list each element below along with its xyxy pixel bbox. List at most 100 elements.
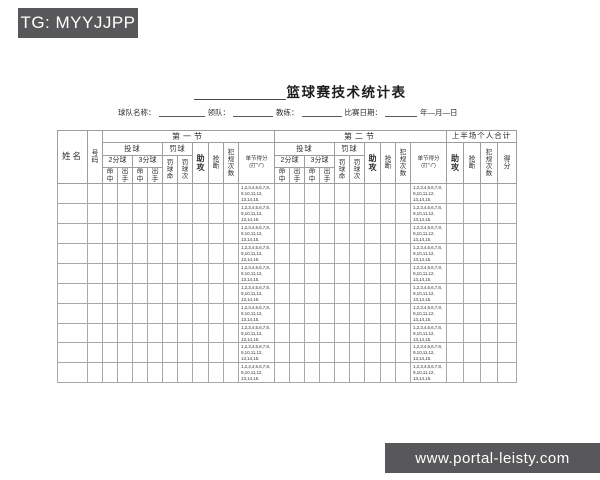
stat-cell [395, 322, 411, 344]
header-row-groups: 投球 罚球 助攻 抢断 犯规次数 单节得分 (打"√") 投球 罚球 助攻 抢断… [58, 141, 517, 185]
stat-cell [208, 203, 224, 225]
quarter-score-title: 单节得分 [417, 156, 440, 163]
player-row: 1,2,3,4,5,6,7,8, 9,10,11,12, 13,14,15. 1,… [57, 362, 517, 384]
header-fouls-q2: 犯规次数 [395, 141, 411, 185]
stat-cell [192, 223, 209, 244]
stat-cell [274, 362, 290, 384]
stat-cell [177, 242, 193, 264]
stat-cell [349, 262, 365, 284]
header-steals-q2: 抢断 [380, 141, 396, 185]
stat-cell [147, 342, 163, 364]
header-quarter-score-q2: 单节得分 (打"√") [410, 141, 447, 185]
stat-cell [480, 322, 498, 344]
stat-cell [334, 282, 350, 304]
stat-cell [304, 342, 320, 364]
stat-cell [349, 322, 365, 344]
stat-cell [87, 322, 103, 344]
stat-cell [289, 282, 305, 304]
stat-cell [480, 262, 498, 284]
stat-cell [87, 282, 103, 304]
stat-cell [132, 322, 148, 344]
stat-cell [319, 183, 335, 205]
stat-cell [192, 342, 209, 364]
stat-cell [117, 262, 133, 284]
stat-cell [304, 242, 320, 264]
stat-cell [446, 183, 464, 205]
header-made-3pt-q2: 命中 [304, 166, 320, 185]
stat-cell [102, 362, 118, 384]
stat-cell [463, 302, 481, 324]
header-3pt-q1: 3分球 [132, 155, 163, 168]
stat-cell [208, 223, 224, 244]
stat-cell [177, 342, 193, 364]
stat-cell [102, 262, 118, 284]
stat-cell [162, 342, 178, 364]
stat-cell [162, 362, 178, 384]
stat-cell [132, 302, 148, 324]
quarter-score-numbers: 1,2,3,4,5,6,7,8, 9,10,11,12, 13,14,15. [238, 322, 275, 344]
stat-cell [132, 183, 148, 205]
stat-cell [192, 362, 209, 384]
player-row: 1,2,3,4,5,6,7,8, 9,10,11,12, 13,14,15. 1,… [57, 262, 517, 284]
stat-cell [87, 262, 103, 284]
quarter-score-numbers: 1,2,3,4,5,6,7,8, 9,10,11,12, 13,14,15. [238, 203, 275, 225]
quarter-score-numbers: 1,2,3,4,5,6,7,8, 9,10,11,12, 13,14,15. [238, 362, 275, 384]
stat-cell [395, 302, 411, 324]
stat-cell [117, 282, 133, 304]
stat-cell [304, 262, 320, 284]
title-row: 篮球赛技术统计表 [0, 86, 600, 100]
header-made-3pt-q1: 命中 [132, 166, 148, 185]
stat-cell [480, 203, 498, 225]
stat-cell [480, 282, 498, 304]
stat-cell [349, 183, 365, 205]
header-quarter-2: 第二节 [274, 130, 447, 143]
quarter-score-numbers: 1,2,3,4,5,6,7,8, 9,10,11,12, 13,14,15. [238, 302, 275, 324]
header-fouls-q1: 犯规次数 [223, 141, 239, 185]
title-underline [193, 87, 286, 100]
page-title: 篮球赛技术统计表 [286, 85, 407, 100]
stat-cell [319, 242, 335, 264]
stat-cell [87, 183, 103, 205]
stat-cell [334, 203, 350, 225]
stat-cell [463, 223, 481, 244]
header-free-throw-q2: 罚球 [334, 142, 365, 156]
stat-cell [87, 223, 103, 244]
quarter-score-numbers: 1,2,3,4,5,6,7,8, 9,10,11,12, 13,14,15. [410, 203, 447, 225]
header-shooting-q2: 投球 [274, 142, 335, 156]
stat-cell [162, 322, 178, 344]
stat-cell [334, 223, 350, 244]
stat-cell [223, 302, 239, 324]
stat-cell [289, 203, 305, 225]
stat-cell [117, 342, 133, 364]
stat-cell [480, 183, 498, 205]
header-attempts-3pt-q2: 出手 [319, 166, 335, 185]
stat-cell [334, 342, 350, 364]
stat-cell [208, 302, 224, 324]
stat-cell [192, 242, 209, 264]
stat-cell [57, 203, 88, 225]
stat-cell [87, 302, 103, 324]
stat-cell [334, 262, 350, 284]
stat-cell [463, 262, 481, 284]
stat-cell [192, 203, 209, 225]
quarter-score-numbers: 1,2,3,4,5,6,7,8, 9,10,11,12, 13,14,15. [410, 183, 447, 205]
header-number: 号码 [87, 129, 103, 185]
header-row-sections: 姓名 号码 第一节 第二节 上半场个人合计 [57, 129, 517, 185]
stat-cell [57, 302, 88, 324]
stat-cell [192, 282, 209, 304]
stat-cell [463, 362, 481, 384]
stat-cell [289, 342, 305, 364]
header-attempts-3pt-q1: 出手 [147, 166, 163, 185]
header-attempts-2pt-q1: 出手 [117, 166, 133, 185]
stat-cell [446, 322, 464, 344]
stat-cell [395, 342, 411, 364]
stat-cell [162, 282, 178, 304]
stat-cell [446, 242, 464, 264]
quarter-score-numbers: 1,2,3,4,5,6,7,8, 9,10,11,12, 13,14,15. [238, 262, 275, 284]
stat-cell [162, 223, 178, 244]
stat-cell [334, 242, 350, 264]
player-row: 1,2,3,4,5,6,7,8, 9,10,11,12, 13,14,15. 1,… [57, 242, 517, 264]
stat-cell [395, 223, 411, 244]
stat-cell [147, 362, 163, 384]
stat-cell [147, 203, 163, 225]
